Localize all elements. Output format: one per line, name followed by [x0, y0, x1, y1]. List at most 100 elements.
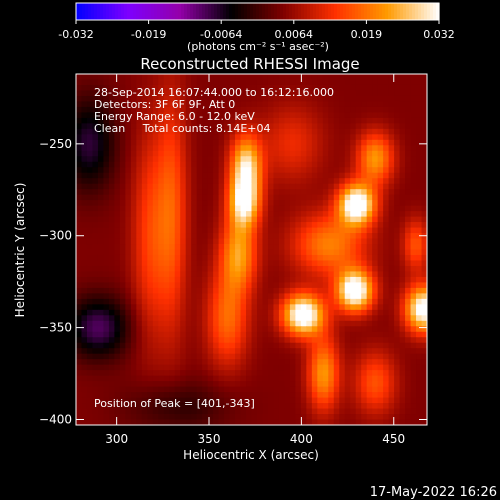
heatmap-cell	[152, 271, 159, 278]
heatmap-cell	[152, 134, 159, 141]
heatmap-cell	[377, 331, 384, 338]
heatmap-cell	[202, 211, 209, 218]
heatmap-cell	[421, 167, 428, 174]
heatmap-cell	[169, 112, 176, 119]
heatmap-cell	[202, 353, 209, 360]
heatmap-cell	[169, 90, 176, 97]
heatmap-cell	[366, 287, 373, 294]
heatmap-cell	[311, 249, 318, 256]
heatmap-cell	[410, 117, 417, 124]
heatmap-cell	[295, 276, 302, 283]
heatmap-cell	[383, 359, 390, 366]
heatmap-cell	[410, 331, 417, 338]
heatmap-cell	[213, 123, 220, 130]
heatmap-cell	[262, 370, 269, 377]
heatmap-cell	[328, 386, 335, 393]
heatmap-cell	[339, 293, 346, 300]
heatmap-cell	[361, 145, 368, 152]
heatmap-cell	[410, 364, 417, 371]
colorbar-segment	[106, 3, 110, 20]
heatmap-cell	[246, 238, 252, 245]
heatmap-cell	[344, 381, 351, 388]
heatmap-cell	[202, 386, 209, 393]
heatmap-cell	[213, 315, 220, 322]
heatmap-cell	[328, 216, 335, 223]
heatmap-cell	[284, 342, 291, 349]
heatmap-cell	[328, 172, 335, 179]
heatmap-cell	[421, 90, 428, 97]
heatmap-cell	[306, 348, 313, 355]
heatmap-cell	[202, 84, 209, 91]
heatmap-cell	[218, 315, 225, 322]
heatmap-cell	[273, 419, 280, 426]
heatmap-cell	[366, 216, 373, 223]
heatmap-cell	[394, 123, 401, 130]
heatmap-cell	[317, 364, 324, 371]
heatmap-cell	[366, 304, 373, 311]
heatmap-cell	[86, 90, 93, 97]
heatmap-cell	[256, 134, 263, 141]
heatmap-cell	[147, 254, 154, 261]
heatmap-cell	[81, 348, 88, 355]
heatmap-cell	[410, 128, 417, 135]
heatmap-cell	[383, 265, 390, 272]
heatmap-cell	[289, 112, 296, 119]
heatmap-cell	[125, 254, 132, 261]
heatmap-cell	[273, 271, 280, 278]
colorbar-segment	[304, 3, 308, 20]
heatmap-cell	[114, 123, 121, 130]
heatmap-cell	[163, 205, 170, 212]
heatmap-cell	[399, 271, 406, 278]
heatmap-cell	[163, 178, 170, 185]
heatmap-cell	[191, 178, 198, 185]
heatmap-cell	[185, 309, 192, 316]
heatmap-cell	[103, 90, 110, 97]
heatmap-cell	[344, 183, 351, 190]
heatmap-cell	[256, 403, 263, 410]
heatmap-cell	[163, 172, 170, 179]
heatmap-cell	[125, 293, 132, 300]
heatmap-cell	[344, 276, 351, 283]
heatmap-cell	[273, 167, 280, 174]
heatmap-cell	[147, 419, 154, 426]
heatmap-cell	[388, 194, 395, 201]
heatmap-cell	[317, 145, 324, 152]
heatmap-cell	[229, 331, 236, 338]
heatmap-cell	[355, 95, 362, 102]
heatmap-cell	[152, 331, 159, 338]
heatmap-cell	[81, 249, 88, 256]
heatmap-cell	[399, 139, 406, 146]
heatmap-cell	[125, 167, 132, 174]
heatmap-cell	[240, 238, 247, 245]
heatmap-cell	[399, 178, 406, 185]
heatmap-cell	[388, 150, 395, 157]
colorbar-segment	[301, 3, 305, 20]
heatmap-cell	[240, 375, 247, 382]
heatmap-cell	[152, 161, 159, 168]
heatmap-cell	[300, 348, 307, 355]
heatmap-cell	[235, 337, 242, 344]
heatmap-cell	[394, 222, 401, 229]
heatmap-cell	[218, 265, 225, 272]
heatmap-cell	[76, 293, 82, 300]
heatmap-cell	[130, 403, 137, 410]
heatmap-cell	[300, 282, 307, 289]
heatmap-cell	[300, 233, 307, 240]
heatmap-cell	[136, 244, 143, 250]
heatmap-cell	[207, 238, 214, 245]
heatmap-cell	[147, 326, 154, 333]
heatmap-cell	[311, 227, 318, 234]
heatmap-cell	[108, 414, 115, 421]
heatmap-cell	[421, 386, 428, 393]
colorbar-segment	[367, 3, 371, 20]
heatmap-cell	[267, 276, 274, 283]
heatmap-cell	[350, 233, 357, 240]
heatmap-cell	[76, 222, 82, 229]
heatmap-cell	[174, 183, 181, 190]
heatmap-cell	[300, 139, 307, 146]
colorbar-segment	[400, 3, 404, 20]
heatmap-cell	[284, 233, 291, 240]
heatmap-cell	[295, 408, 302, 415]
heatmap-cell	[97, 353, 104, 360]
heatmap-cell	[207, 397, 214, 404]
